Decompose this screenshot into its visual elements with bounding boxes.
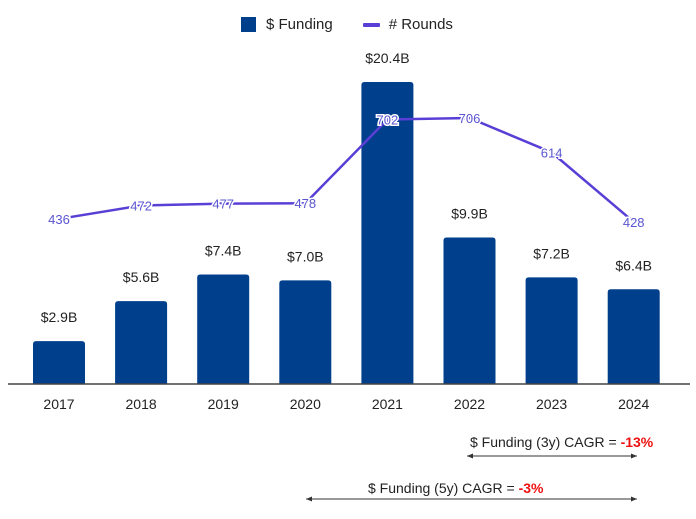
x-tick-2022: 2022 (454, 396, 485, 412)
cagr-3y-note: $ Funding (3y) CAGR = -13% (470, 434, 653, 450)
cagr-3y-arrow-right-head (631, 453, 637, 459)
bar-label-2022: $9.9B (451, 205, 488, 221)
x-tick-2018: 2018 (126, 396, 157, 412)
x-tick-2020: 2020 (290, 396, 321, 412)
legend-rounds-label: # Rounds (388, 16, 453, 33)
legend-funding-swatch (241, 17, 256, 32)
bar-label-2023: $7.2B (533, 245, 570, 261)
cagr-3y-text: $ Funding (3y) CAGR = (470, 434, 621, 450)
bar-2019 (197, 274, 250, 384)
funding-labels: $2.9B $5.6B $7.4B $7.0B $20.4B $9.9B $7.2B $6.4… (41, 50, 652, 325)
x-tick-labels: 2017 2018 2019 2020 2021 2022 2023 2024 (43, 396, 649, 412)
legend-funding-label: $ Funding (266, 16, 333, 33)
bar-2017 (33, 341, 85, 384)
bar-label-2017: $2.9B (41, 309, 78, 325)
bar-label-2021: $20.4B (365, 50, 409, 66)
rounds-line: 436 472 477 478 702 706 614 428 (47, 109, 646, 231)
rounds-line-path (58, 116, 635, 223)
funding-bars (33, 82, 660, 384)
chart-legend: $ Funding # Rounds (241, 16, 453, 33)
cagr-3y-value: -13% (620, 434, 654, 450)
rounds-label-2019: 477 (212, 197, 234, 212)
bar-label-2019: $7.4B (205, 242, 242, 258)
cagr-5y-value: -3% (518, 480, 544, 496)
rounds-label-2018: 472 (130, 198, 152, 213)
x-tick-2019: 2019 (208, 396, 239, 412)
cagr-3y-arrow-left-head (467, 453, 473, 459)
cagr-5y-note: $ Funding (5y) CAGR = -3% (368, 480, 543, 496)
bar-2023 (525, 277, 578, 384)
rounds-label-2022: 706 (459, 111, 481, 126)
bar-2020 (279, 280, 332, 384)
cagr-5y-arrow-left-head (306, 496, 312, 502)
bar-label-2024: $6.4B (615, 257, 652, 273)
cagr-5y-arrow-right-head (631, 496, 637, 502)
bar-2021 (361, 82, 414, 384)
x-tick-2024: 2024 (618, 396, 649, 412)
bar-2024 (607, 289, 660, 384)
cagr-5y-text: $ Funding (5y) CAGR = (368, 480, 519, 496)
x-tick-2021: 2021 (372, 396, 403, 412)
rounds-label-2021: 702 (377, 112, 399, 127)
bar-2022 (443, 237, 496, 384)
rounds-label-2020: 478 (294, 196, 316, 211)
bar-label-2020: $7.0B (287, 248, 324, 264)
rounds-label-2017: 436 (48, 212, 70, 227)
x-tick-2023: 2023 (536, 396, 567, 412)
legend-rounds-swatch (362, 22, 380, 27)
cagr-arrows (306, 453, 637, 502)
rounds-label-2023: 614 (541, 145, 563, 160)
bar-label-2018: $5.6B (123, 269, 160, 285)
bar-2018 (115, 301, 168, 384)
x-tick-2017: 2017 (43, 396, 74, 412)
rounds-label-2024: 428 (623, 215, 645, 230)
